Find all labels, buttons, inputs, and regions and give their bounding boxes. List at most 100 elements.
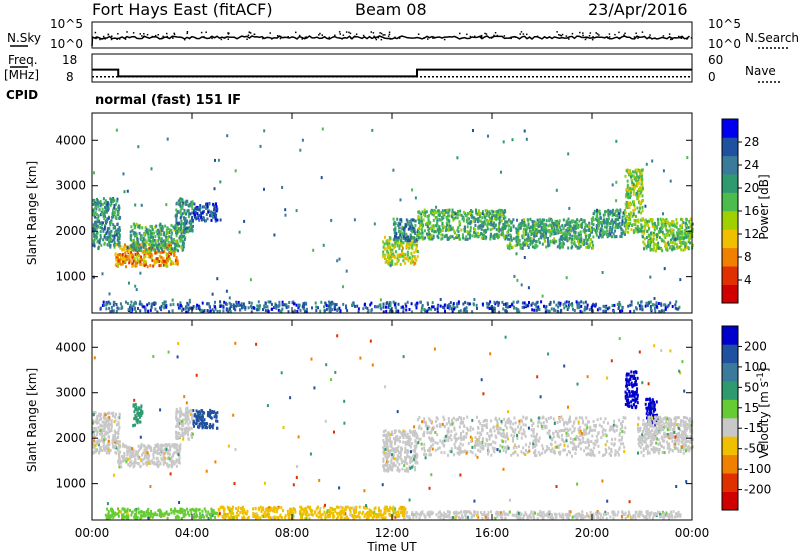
heatmap-cell <box>532 228 534 231</box>
heatmap-cell <box>596 308 599 312</box>
heatmap-cell <box>549 234 552 238</box>
heatmap-cell <box>588 224 591 228</box>
heatmap-cell <box>522 220 525 224</box>
heatmap-cell <box>160 246 162 250</box>
heatmap-cell <box>611 218 614 222</box>
heatmap-cell <box>454 216 457 220</box>
nsearch-point <box>607 37 609 39</box>
heatmap-cell <box>120 263 123 266</box>
heatmap-cell <box>250 305 253 309</box>
heatmap-cell <box>608 217 610 221</box>
heatmap-cell <box>113 199 116 203</box>
heatmap-cell <box>646 236 648 239</box>
heatmap-cell <box>98 418 101 422</box>
heatmap-cell <box>636 168 639 172</box>
heatmap-cell <box>103 438 106 442</box>
heatmap-cell <box>171 247 174 251</box>
heatmap-cell <box>588 221 591 225</box>
heatmap-cell <box>144 310 147 314</box>
heatmap-cell <box>521 221 524 225</box>
heatmap-cell <box>409 233 412 237</box>
heatmap-cell <box>131 264 134 268</box>
heatmap-cell <box>456 302 458 306</box>
heatmap-cell <box>488 302 491 306</box>
nsearch-point <box>117 33 119 35</box>
heatmap-cell <box>691 243 694 247</box>
heatmap-cell <box>631 187 634 191</box>
heatmap-cell <box>201 424 204 428</box>
nsearch-point <box>427 38 429 40</box>
heatmap-cell <box>152 453 155 456</box>
heatmap-cell <box>660 237 663 241</box>
heatmap-cell <box>493 236 495 240</box>
heatmap-cell <box>171 309 174 313</box>
heatmap-cell <box>616 302 619 306</box>
heatmap-cell <box>395 308 398 312</box>
heatmap-cell <box>410 259 413 263</box>
heatmap-cell <box>571 234 574 238</box>
heatmap-cell <box>636 206 639 210</box>
colorbar-swatch <box>722 247 738 267</box>
heatmap-cell <box>147 242 150 246</box>
heatmap-cell <box>153 238 156 242</box>
heatmap-cell <box>280 309 283 313</box>
heatmap-cell <box>115 262 118 266</box>
heatmap-cell <box>134 231 137 235</box>
heatmap-cell <box>156 310 159 314</box>
nsearch-point <box>623 34 625 36</box>
heatmap-cell <box>497 303 500 307</box>
heatmap-cell <box>241 304 243 308</box>
heatmap-cell <box>196 303 199 307</box>
heatmap-cell <box>449 224 452 228</box>
heatmap-cell <box>474 220 477 224</box>
heatmap-cell <box>398 226 401 230</box>
heatmap-cell <box>409 225 412 229</box>
heatmap-cell <box>569 303 571 307</box>
heatmap-cell <box>103 242 106 246</box>
heatmap-cell <box>401 254 404 258</box>
heatmap-cell <box>548 217 551 221</box>
heatmap-cell <box>131 305 134 309</box>
heatmap-cell <box>543 218 545 222</box>
heatmap-cell <box>207 411 210 414</box>
heatmap-cell <box>209 423 212 426</box>
heatmap-cell <box>297 306 300 310</box>
heatmap-cell <box>126 246 129 250</box>
heatmap-cell <box>389 301 392 305</box>
heatmap-cell <box>311 306 313 310</box>
heatmap-cell <box>134 248 137 252</box>
heatmap-cell <box>548 243 551 247</box>
heatmap-cell <box>651 303 654 307</box>
heatmap-cell <box>126 457 129 461</box>
heatmap-cell <box>168 246 171 250</box>
heatmap-cell <box>615 180 618 184</box>
heatmap-cell <box>530 225 532 229</box>
heatmap-cell <box>515 306 518 310</box>
heatmap-cell <box>214 219 217 223</box>
heatmap-cell <box>167 465 170 469</box>
heatmap-cell <box>443 306 446 310</box>
heatmap-cell <box>386 249 389 253</box>
heatmap-cell <box>124 253 127 257</box>
heatmap-cell <box>141 226 144 230</box>
heatmap-cell <box>452 211 455 215</box>
heatmap-cell <box>134 423 136 427</box>
heatmap-cell <box>100 210 103 214</box>
heatmap-cell <box>599 227 602 231</box>
heatmap-cell <box>639 172 642 176</box>
heatmap-cell <box>664 307 667 311</box>
heatmap-cell <box>427 231 430 234</box>
heatmap-cell <box>216 426 219 430</box>
heatmap-cell <box>107 411 110 415</box>
heatmap-cell <box>649 243 652 247</box>
heatmap-cell <box>161 250 164 254</box>
nsearch-point <box>305 36 307 38</box>
heatmap-cell <box>570 240 573 244</box>
heatmap-cell <box>496 300 499 304</box>
heatmap-cell <box>456 305 459 309</box>
heatmap-cell <box>179 419 182 423</box>
heatmap-cell <box>180 199 182 203</box>
heatmap-cell <box>502 216 505 220</box>
heatmap-cell <box>134 284 137 288</box>
heatmap-cell <box>151 459 153 463</box>
